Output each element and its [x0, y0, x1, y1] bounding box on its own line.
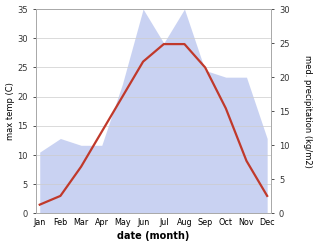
Y-axis label: med. precipitation (kg/m2): med. precipitation (kg/m2) — [303, 55, 313, 168]
X-axis label: date (month): date (month) — [117, 231, 190, 242]
Y-axis label: max temp (C): max temp (C) — [5, 82, 15, 140]
